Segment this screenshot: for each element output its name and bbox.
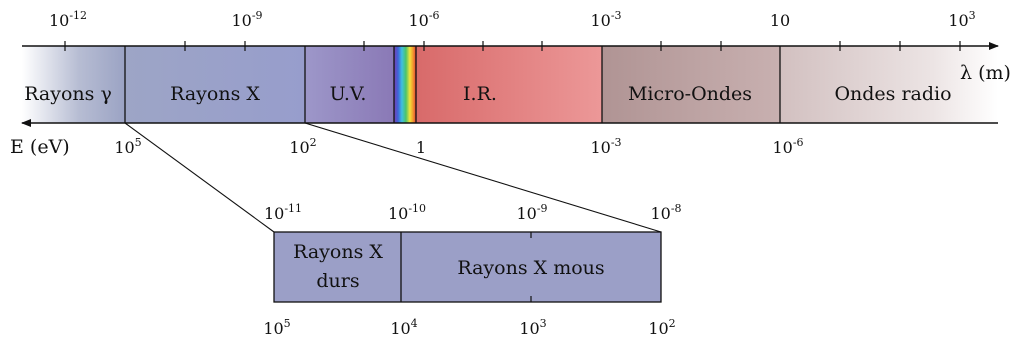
zoom-band-soft-x-rays bbox=[401, 232, 661, 302]
band-visible bbox=[394, 46, 416, 123]
energy-tick-labels: 105 102 1 10-3 10-6 bbox=[114, 136, 803, 157]
energy-tick: 10-3 bbox=[590, 136, 621, 157]
band-ir bbox=[416, 46, 602, 123]
energy-tick: 102 bbox=[289, 136, 316, 157]
band-separators bbox=[124, 46, 781, 123]
zoom-top-tick: 10-9 bbox=[516, 202, 547, 223]
zoom-bottom-tick-labels: 105 104 103 102 bbox=[263, 317, 675, 338]
band-label-uv: U.V. bbox=[330, 83, 367, 105]
band-uv bbox=[305, 46, 394, 123]
band-label-gamma: Rayons γ bbox=[24, 83, 112, 105]
spectrum-bands bbox=[22, 46, 998, 123]
zoom-bottom-tick: 103 bbox=[519, 317, 546, 338]
band-radio bbox=[780, 46, 998, 123]
zoom-bottom-tick: 105 bbox=[263, 317, 290, 338]
energy-axis-label: E (eV) bbox=[10, 136, 70, 158]
band-label-microwaves: Micro-Ondes bbox=[628, 83, 752, 105]
wavelength-tick-labels: 10-12 10-9 10-6 10-3 10 103 bbox=[49, 9, 976, 30]
band-label-x-rays: Rayons X bbox=[170, 83, 260, 105]
wavelength-tick: 10 bbox=[770, 11, 790, 30]
wavelength-minor-ticks bbox=[64, 41, 961, 51]
zoom-connector-lines bbox=[124, 122, 662, 233]
zoom-box-border bbox=[273, 231, 662, 303]
band-x-rays bbox=[125, 46, 305, 123]
zoom-top-tick-labels: 10-11 10-10 10-9 10-8 bbox=[264, 202, 682, 223]
band-labels: Rayons γ Rayons X U.V. I.R. Micro-Ondes … bbox=[24, 83, 951, 105]
wavelength-tick: 10-3 bbox=[590, 9, 621, 30]
zoom-band-hard-x-rays bbox=[274, 232, 401, 302]
zoom-label-hard-x-rays-line1: Rayons X bbox=[293, 241, 383, 263]
zoom-top-tick: 10-10 bbox=[388, 202, 426, 223]
zoom-top-tick: 10-11 bbox=[264, 202, 302, 223]
band-gamma bbox=[22, 46, 125, 123]
wavelength-tick: 10-12 bbox=[49, 9, 87, 30]
zoom-bottom-tick: 104 bbox=[390, 317, 417, 338]
energy-tick: 10-6 bbox=[772, 136, 803, 157]
wavelength-tick: 10-6 bbox=[408, 9, 439, 30]
wavelength-tick: 103 bbox=[948, 9, 975, 30]
wavelength-tick: 10-9 bbox=[231, 9, 262, 30]
zoom-top-tick: 10-8 bbox=[650, 202, 681, 223]
wavelength-axis-label: λ (m) bbox=[960, 62, 1011, 84]
zoom-bottom-tick: 102 bbox=[648, 317, 675, 338]
energy-tick: 105 bbox=[114, 136, 141, 157]
energy-tick: 1 bbox=[416, 138, 426, 157]
zoom-label-soft-x-rays: Rayons X mous bbox=[457, 257, 604, 279]
band-label-ir: I.R. bbox=[463, 83, 497, 105]
band-microwaves bbox=[602, 46, 780, 123]
x-ray-zoom-box: Rayons X durs Rayons X mous bbox=[273, 231, 662, 303]
band-label-radio: Ondes radio bbox=[834, 83, 951, 105]
zoom-label-hard-x-rays-line2: durs bbox=[316, 270, 359, 292]
